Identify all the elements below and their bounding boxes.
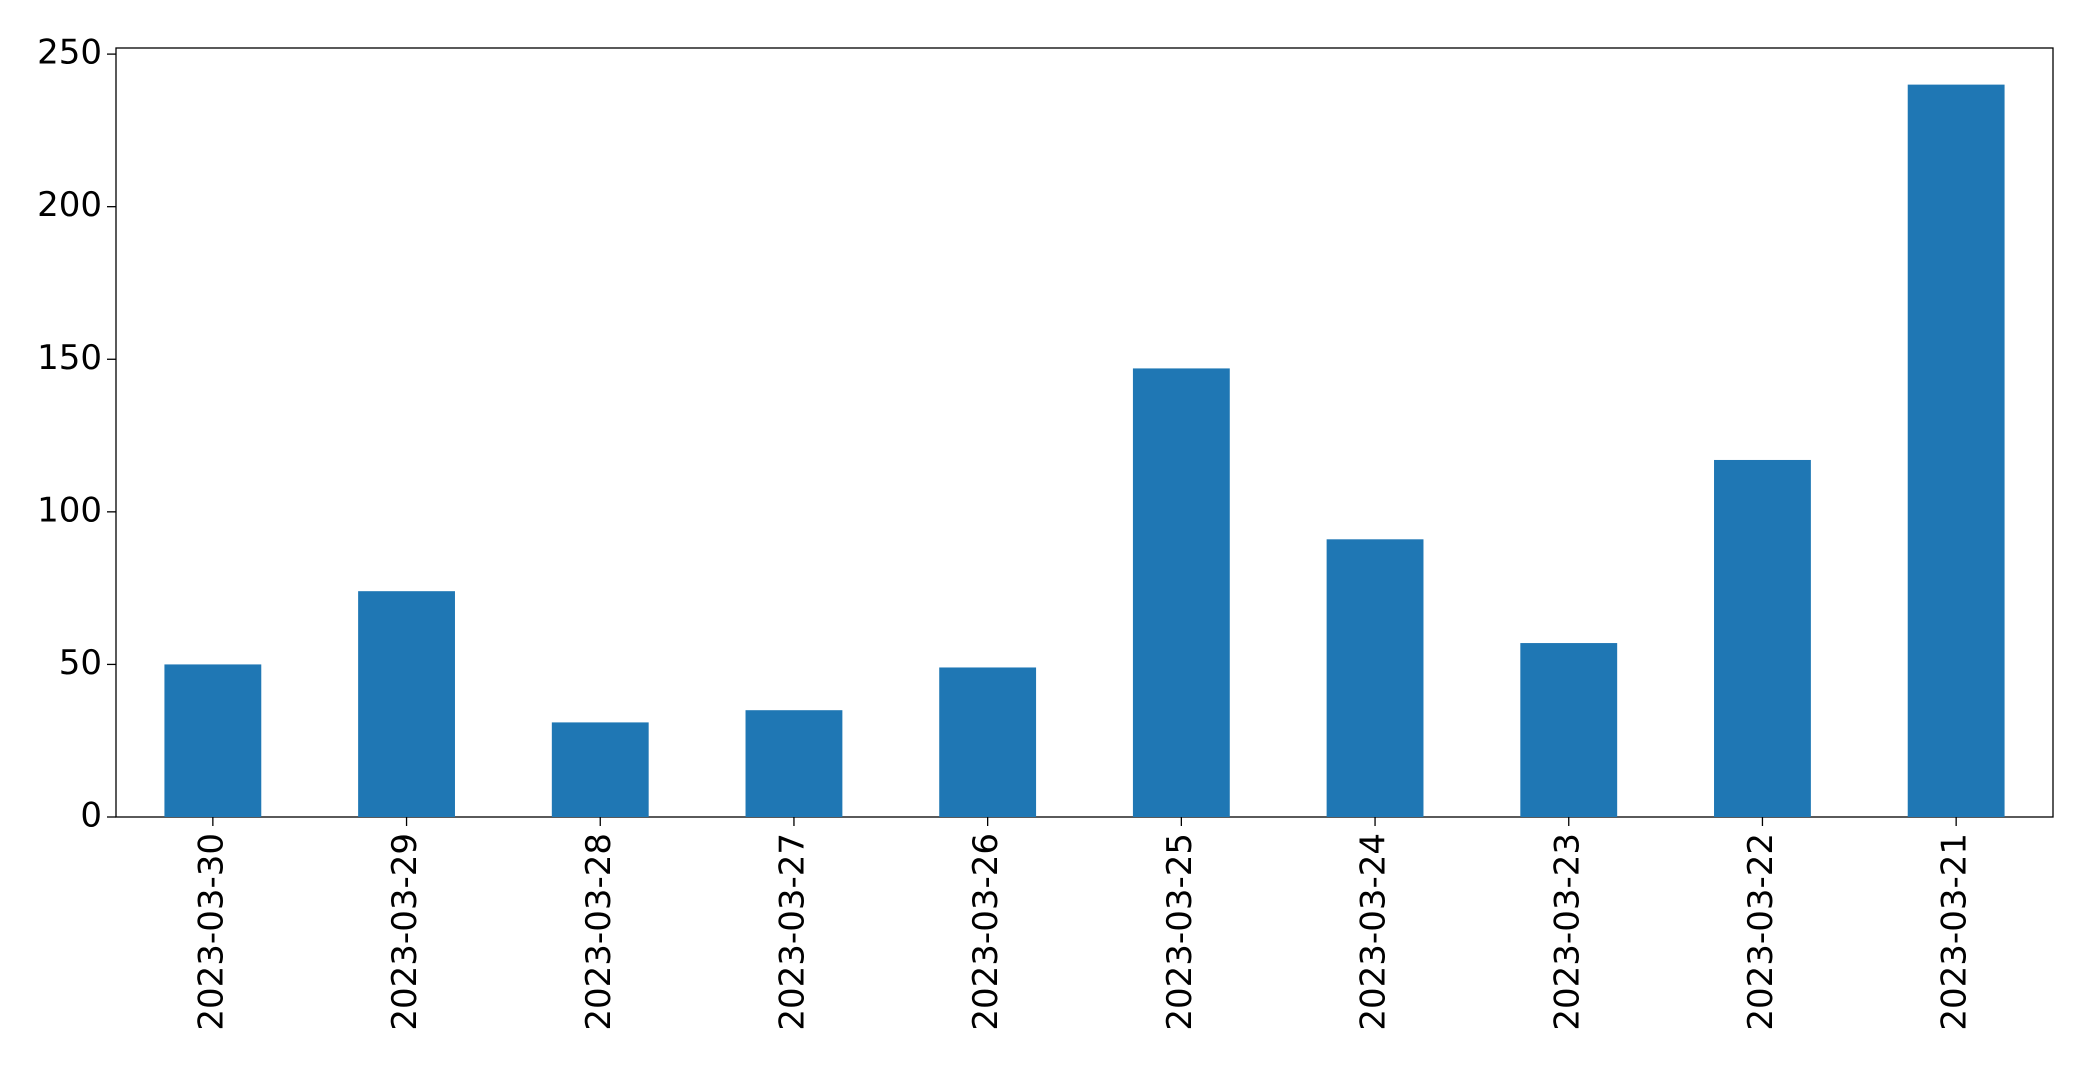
x-tick-label: 2023-03-22 xyxy=(1741,833,1781,1031)
plot-frame xyxy=(115,47,2054,818)
x-tick-label: 2023-03-27 xyxy=(772,833,812,1031)
x-tick-label: 2023-03-23 xyxy=(1547,833,1587,1031)
x-tick-label: 2023-03-25 xyxy=(1160,833,1200,1031)
bar xyxy=(1907,84,2005,818)
y-tick-label: 100 xyxy=(37,490,102,530)
bar xyxy=(551,722,649,817)
bar xyxy=(745,710,843,817)
x-tick-label: 2023-03-29 xyxy=(385,833,425,1031)
y-tick-label: 0 xyxy=(80,796,102,836)
y-tick-label: 200 xyxy=(37,185,102,225)
bar xyxy=(358,591,455,817)
y-tick-label: 50 xyxy=(59,643,102,683)
bar xyxy=(1132,368,1230,817)
x-tick-label: 2023-03-28 xyxy=(579,833,619,1031)
x-tick-label: 2023-03-24 xyxy=(1354,833,1394,1031)
y-tick-label: 250 xyxy=(37,33,102,73)
bar xyxy=(1520,643,1618,817)
bar xyxy=(939,667,1037,817)
x-tick-label: 2023-03-30 xyxy=(191,833,231,1031)
bar xyxy=(164,664,262,817)
bar xyxy=(1714,459,1811,817)
bar xyxy=(1326,539,1424,817)
x-tick-label: 2023-03-26 xyxy=(966,833,1006,1031)
x-tick-label: 2023-03-21 xyxy=(1935,833,1975,1031)
y-tick-label: 150 xyxy=(37,338,102,378)
